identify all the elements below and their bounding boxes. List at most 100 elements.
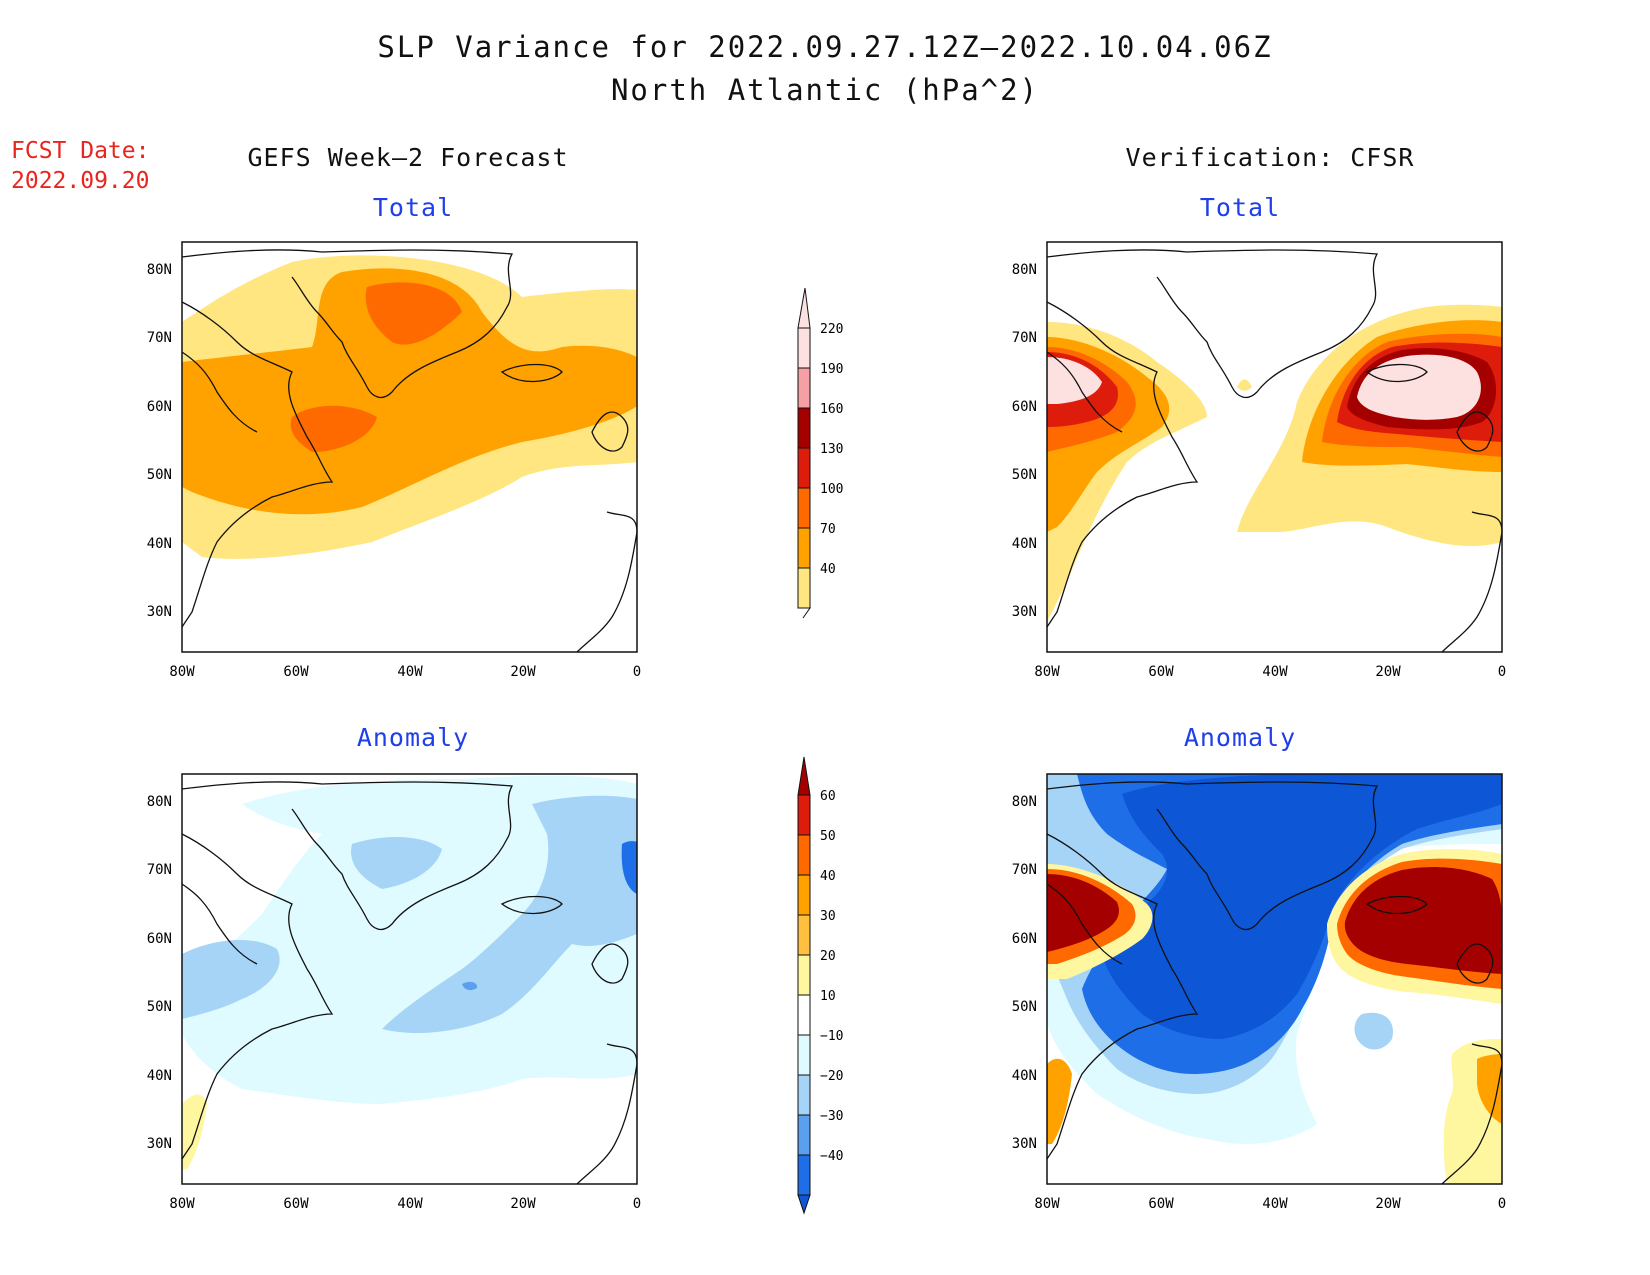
map-verification-anomaly: 80N 70N 60N 50N 40N 30N 80W 60W 40W 20W … (1012, 773, 1506, 1212)
lat-label-60n: 60N (147, 931, 172, 947)
lon-label-40w: 40W (1262, 664, 1288, 680)
colorbar-total-label-190: 190 (820, 362, 843, 377)
colorbar-anomaly-box-7 (797, 1034, 811, 1076)
lat-label-80n: 80N (147, 262, 172, 278)
coastlines (181, 249, 638, 653)
fcst-date-value: 2022.09.20 (11, 168, 150, 194)
lat-label-70n: 70N (1012, 862, 1037, 878)
colorbar-anomaly-label-60: 60 (820, 789, 836, 804)
colorbar-total-label-130: 130 (820, 442, 843, 457)
colorbar-total-box-7 (797, 567, 811, 609)
colorbar-total-box-4 (797, 447, 811, 489)
colorbar-total-label-100: 100 (820, 482, 843, 497)
colorbar-total-box-3 (797, 407, 811, 449)
lon-label-60w: 60W (283, 664, 309, 680)
lon-label-40w: 40W (1262, 1196, 1288, 1212)
lat-label-50n: 50N (1012, 999, 1037, 1015)
column-title-forecast: GEFS Week–2 Forecast (247, 143, 569, 172)
main-title: SLP Variance for 2022.09.27.12Z–2022.10.… (377, 30, 1273, 64)
lon-label-60w: 60W (1148, 1196, 1174, 1212)
lon-label-20w: 20W (510, 1196, 536, 1212)
map-forecast-total: 80N 70N 60N 50N 40N 30N 80W 60W 40W 20W … (147, 241, 641, 680)
lon-label-0: 0 (1498, 664, 1506, 680)
colorbar-anomaly-label-30: 30 (820, 909, 836, 924)
colorbar-anomaly-label-minus30: −30 (820, 1109, 843, 1124)
lat-label-70n: 70N (147, 862, 172, 878)
lat-label-50n: 50N (147, 999, 172, 1015)
colorbar-anomaly-label-20: 20 (820, 949, 836, 964)
anomaly-shade-minus20-minus30-north (351, 837, 442, 889)
lat-label-30n: 30N (1012, 604, 1037, 620)
lat-label-80n: 80N (147, 794, 172, 810)
lat-label-80n: 80N (1012, 262, 1037, 278)
anomaly-shade-positive-sw (1047, 1058, 1072, 1144)
coastlines (1046, 781, 1503, 1185)
lat-label-30n: 30N (147, 604, 172, 620)
lon-label-40w: 40W (397, 664, 423, 680)
lon-label-20w: 20W (1375, 1196, 1401, 1212)
lat-label-40n: 40N (1012, 536, 1037, 552)
lat-label-60n: 60N (1012, 931, 1037, 947)
lat-labels: 80N 70N 60N 50N 40N 30N (1012, 262, 1037, 620)
lon-labels: 80W 60W 40W 20W 0 (169, 664, 641, 680)
panel-title-forecast-total: Total (372, 193, 454, 222)
lon-label-40w: 40W (397, 1196, 423, 1212)
colorbar-total-box-6 (797, 527, 811, 569)
colorbar-anomaly-label-50: 50 (820, 829, 836, 844)
lat-label-70n: 70N (1012, 330, 1037, 346)
colorbar-total-box-5 (797, 487, 811, 529)
colorbar-total-bottom-tip (798, 607, 811, 619)
lon-label-60w: 60W (1148, 664, 1174, 680)
colorbar-anomaly-label-10: 10 (820, 989, 836, 1004)
lon-label-80w: 80W (169, 1196, 195, 1212)
lon-label-20w: 20W (510, 664, 536, 680)
anomaly-shade-positive-west-60-plus (1047, 874, 1119, 952)
lat-labels: 80N 70N 60N 50N 40N 30N (1012, 794, 1037, 1152)
lon-label-80w: 80W (1034, 1196, 1060, 1212)
lat-label-60n: 60N (147, 399, 172, 415)
lon-label-0: 0 (1498, 1196, 1506, 1212)
lat-label-30n: 30N (1012, 1136, 1037, 1152)
column-title-verification: Verification: CFSR (1125, 143, 1415, 172)
lon-label-0: 0 (633, 1196, 641, 1212)
main-subtitle: North Atlantic (hPa^2) (610, 73, 1040, 107)
colorbar-total: 220 190 160 130 100 70 40 (797, 287, 843, 619)
lat-label-40n: 40N (1012, 1068, 1037, 1084)
colorbar-anomaly-label-minus40: −40 (820, 1149, 843, 1164)
variance-shade-70-100 (182, 268, 637, 515)
colorbar-anomaly-box-3 (797, 874, 811, 916)
lat-labels: 80N 70N 60N 50N 40N 30N (147, 794, 172, 1152)
lat-label-50n: 50N (147, 467, 172, 483)
variance-shade-spot (1237, 379, 1252, 391)
variance-shade-100-130-south (290, 405, 377, 452)
anomaly-shade-minus20-minus30-west (182, 939, 280, 1019)
lon-label-0: 0 (633, 664, 641, 680)
lat-labels: 80N 70N 60N 50N 40N 30N (147, 262, 172, 620)
colorbar-anomaly-box-6 (797, 994, 811, 1036)
colorbar-total-box-2 (797, 367, 811, 409)
coastlines (181, 781, 638, 1185)
lon-labels: 80W 60W 40W 20W 0 (169, 1196, 641, 1212)
lat-label-50n: 50N (1012, 467, 1037, 483)
colorbar-anomaly-label-minus20: −20 (820, 1069, 843, 1084)
anomaly-shade-minus20-minus30-east (382, 795, 637, 1034)
colorbar-anomaly-box-2 (797, 834, 811, 876)
lon-label-80w: 80W (169, 664, 195, 680)
colorbar-anomaly-top-arrow (797, 756, 811, 796)
map-verification-total: 80N 70N 60N 50N 40N 30N 80W 60W 40W 20W … (1012, 241, 1506, 680)
colorbar-anomaly: 60 50 40 30 20 10 −10 −20 −30 −40 (797, 756, 843, 1215)
lat-label-80n: 80N (1012, 794, 1037, 810)
colorbar-anomaly-label-minus10: −10 (820, 1029, 843, 1044)
lon-label-60w: 60W (283, 1196, 309, 1212)
colorbar-anomaly-label-40: 40 (820, 869, 836, 884)
variance-shade-west-190-plus (1047, 357, 1102, 404)
lat-label-40n: 40N (147, 1068, 172, 1084)
anomaly-shade-minus30-minus40-ne (621, 841, 637, 894)
panel-title-verification-anomaly: Anomaly (1183, 723, 1297, 752)
colorbar-anomaly-box-1 (797, 794, 811, 836)
anomaly-shade-positive-east-60-plus (1344, 867, 1502, 974)
fcst-date-label: FCST Date: (11, 138, 150, 164)
lon-label-80w: 80W (1034, 664, 1060, 680)
panel-title-verification-total: Total (1199, 193, 1281, 222)
lon-labels: 80W 60W 40W 20W 0 (1034, 1196, 1506, 1212)
